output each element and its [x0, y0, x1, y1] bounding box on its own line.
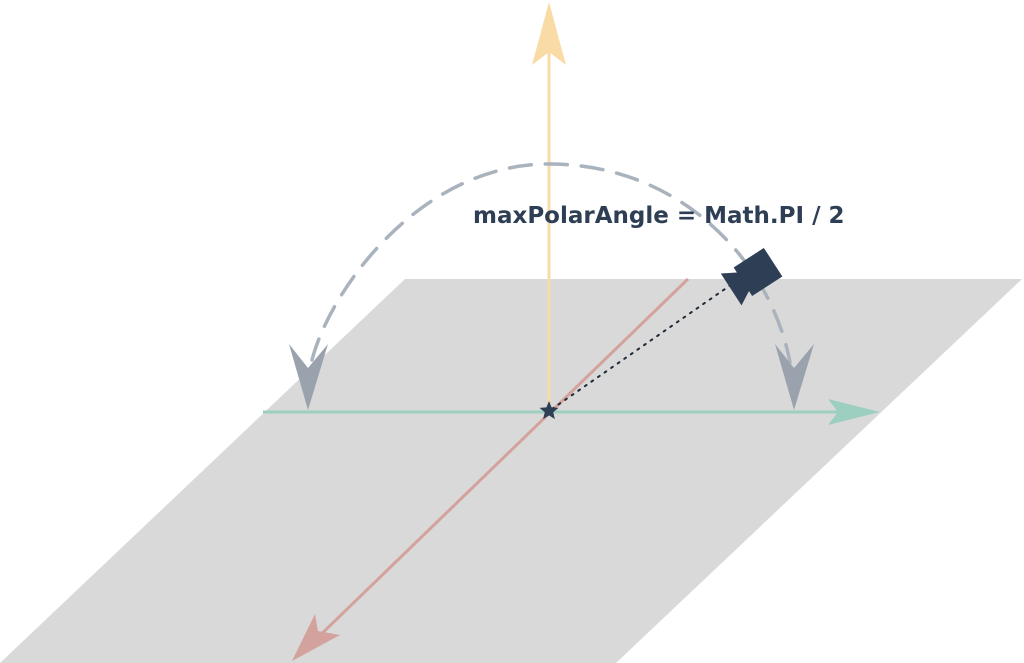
max-polar-angle-label: maxPolarAngle = Math.PI / 2 — [473, 203, 844, 229]
polar-arc — [310, 162, 792, 364]
camera-icon — [720, 247, 783, 306]
ground-plane — [0, 279, 1022, 663]
z-axis-line — [308, 277, 690, 647]
x-axis-arrowhead — [828, 399, 880, 425]
z-axis-arrowhead — [292, 614, 340, 661]
polar-arc-arrowhead-right — [775, 344, 814, 410]
up-axis-arrowhead — [532, 2, 566, 65]
star-icon — [539, 401, 559, 420]
polar-arc-arrowhead-left — [289, 344, 328, 410]
camera-sightline — [551, 281, 736, 410]
